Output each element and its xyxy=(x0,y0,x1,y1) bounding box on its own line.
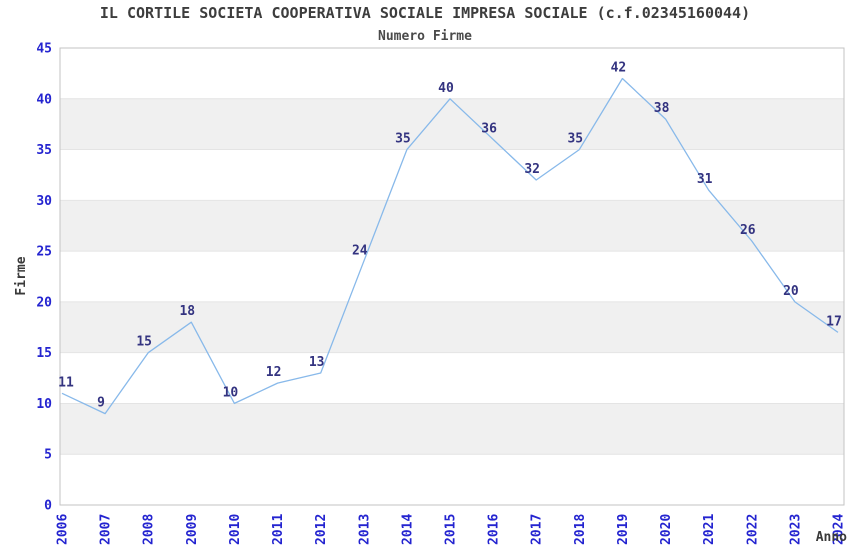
background-band xyxy=(60,454,844,505)
background-band xyxy=(60,403,844,455)
background-band xyxy=(60,301,844,353)
data-label: 11 xyxy=(58,375,74,390)
x-tick-label: 2006 xyxy=(56,514,71,545)
x-tick-label: 2007 xyxy=(99,514,114,545)
background-band xyxy=(60,98,844,150)
data-labels: 11 9 15 18 10 12 13 24 35 40 36 32 35 42 38 31 26 20 17 xyxy=(58,61,842,411)
plot-background-bands xyxy=(60,48,844,505)
x-tick-label: 2013 xyxy=(357,514,372,545)
y-tick-label: 10 xyxy=(36,397,52,412)
x-tick-label: 2009 xyxy=(185,514,200,545)
x-axis-title: Anno xyxy=(816,530,847,545)
series-line-group xyxy=(61,77,839,415)
y-tick-label: 5 xyxy=(44,448,52,463)
x-tick-label: 2021 xyxy=(702,514,717,545)
y-tick-label: 40 xyxy=(36,92,52,107)
series-line xyxy=(61,77,839,415)
data-label: 24 xyxy=(352,243,368,258)
data-label: 36 xyxy=(481,121,497,136)
chart-subtitle: Numero Firme xyxy=(378,29,472,44)
x-tick-label: 2020 xyxy=(659,514,674,545)
data-label: 9 xyxy=(97,396,105,411)
data-label: 31 xyxy=(697,172,713,187)
chart-title: IL CORTILE SOCIETA COOPERATIVA SOCIALE I… xyxy=(100,4,750,22)
x-tick-label: 2012 xyxy=(314,514,329,545)
data-label: 35 xyxy=(395,132,411,147)
background-band xyxy=(60,200,844,252)
data-label: 10 xyxy=(223,385,239,400)
x-tick-label: 2022 xyxy=(745,514,760,545)
data-label: 20 xyxy=(783,284,799,299)
y-tick-label: 0 xyxy=(44,499,52,514)
background-band xyxy=(60,149,844,201)
x-tick-label: 2018 xyxy=(573,514,588,545)
data-label: 32 xyxy=(524,162,540,177)
x-tick-label: 2014 xyxy=(400,514,415,545)
y-tick-label: 35 xyxy=(36,143,52,158)
x-tick-label: 2015 xyxy=(444,514,459,545)
background-band xyxy=(60,251,844,302)
background-band xyxy=(60,352,844,404)
data-label: 40 xyxy=(438,81,454,96)
data-label: 35 xyxy=(567,132,583,147)
background-band xyxy=(60,48,844,99)
y-tick-label: 45 xyxy=(36,42,52,57)
x-tick-label: 2008 xyxy=(142,514,157,545)
data-label: 18 xyxy=(179,304,195,319)
y-tick-label: 25 xyxy=(36,245,52,260)
data-label: 26 xyxy=(740,223,756,238)
x-tick-label: 2019 xyxy=(616,514,631,545)
y-tick-label: 15 xyxy=(36,346,52,361)
data-label: 42 xyxy=(611,61,627,76)
y-axis-title: Firme xyxy=(14,256,29,295)
data-label: 12 xyxy=(266,365,282,380)
data-label: 15 xyxy=(136,335,152,350)
y-tick-label: 20 xyxy=(36,295,52,310)
gridlines xyxy=(60,98,844,455)
data-label: 17 xyxy=(826,314,842,329)
x-tick-label: 2024 xyxy=(832,514,847,545)
x-tick-labels: 2006 2007 2008 2009 2010 2011 2012 2013 2014 2015… xyxy=(56,514,847,545)
x-tick-label: 2010 xyxy=(228,514,243,545)
y-tick-label: 30 xyxy=(36,194,52,209)
data-label: 13 xyxy=(309,355,325,370)
x-tick-label: 2016 xyxy=(487,514,502,545)
plot-border xyxy=(59,47,845,506)
x-tick-label: 2011 xyxy=(271,514,286,545)
x-tick-label: 2017 xyxy=(530,514,545,545)
data-label: 38 xyxy=(654,101,670,116)
x-tick-label: 2023 xyxy=(788,514,803,545)
y-tick-labels: 0 5 10 15 20 25 30 35 40 45 xyxy=(36,42,52,514)
